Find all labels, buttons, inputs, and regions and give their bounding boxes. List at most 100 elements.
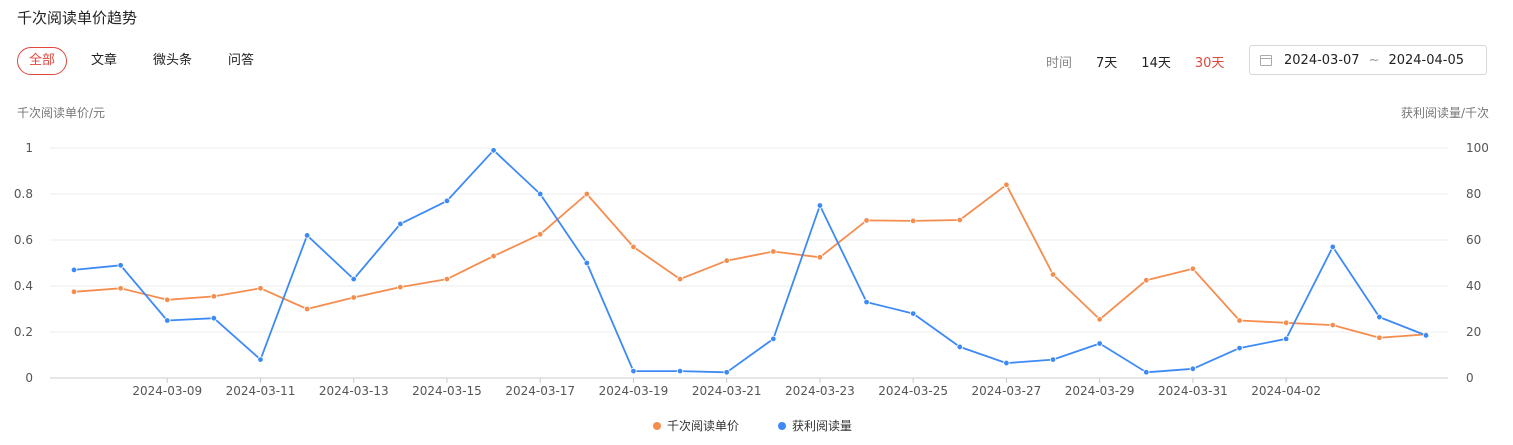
data-point bbox=[443, 197, 451, 205]
data-point bbox=[723, 257, 730, 264]
data-point bbox=[210, 315, 218, 322]
data-point bbox=[257, 285, 264, 292]
data-point bbox=[70, 266, 78, 274]
data-point bbox=[1282, 319, 1290, 326]
range-14-days[interactable]: 14天 bbox=[1141, 55, 1171, 71]
date-start[interactable]: 2024-03-07 bbox=[1284, 52, 1360, 68]
x-tick-label: 2024-03-17 bbox=[505, 384, 575, 398]
tab-all[interactable]: 全部 bbox=[17, 47, 68, 75]
data-point bbox=[1096, 316, 1103, 323]
data-point bbox=[1329, 243, 1336, 251]
data-point bbox=[1003, 181, 1010, 188]
data-point bbox=[1143, 369, 1150, 376]
data-point bbox=[816, 254, 824, 261]
x-tick-label: 2024-03-25 bbox=[878, 384, 948, 398]
data-point bbox=[1049, 356, 1057, 363]
data-point bbox=[863, 217, 870, 224]
data-point bbox=[676, 367, 684, 375]
data-point bbox=[1003, 359, 1010, 367]
data-point bbox=[630, 367, 637, 375]
page-title: 千次阅读单价趋势 bbox=[17, 9, 138, 27]
date-end[interactable]: 2024-04-05 bbox=[1388, 52, 1465, 68]
data-point bbox=[1189, 265, 1197, 272]
left-axis-title: 千次阅读单价/元 bbox=[17, 106, 106, 120]
data-point bbox=[630, 243, 637, 251]
left-tick-label: 0.8 bbox=[14, 187, 33, 201]
x-tick-label: 2024-04-02 bbox=[1251, 384, 1321, 398]
legend-marker bbox=[653, 422, 661, 430]
data-point bbox=[490, 147, 497, 154]
tab-articles[interactable]: 文章 bbox=[91, 53, 118, 68]
data-point bbox=[350, 275, 357, 283]
data-point bbox=[723, 369, 730, 376]
date-range-picker[interactable]: 2024-03-07 ~ 2024-04-05 bbox=[1249, 45, 1487, 75]
series-line-price bbox=[73, 183, 1427, 339]
data-point bbox=[1236, 317, 1243, 324]
x-tick-label: 2024-03-31 bbox=[1158, 384, 1228, 398]
x-tick-label: 2024-03-13 bbox=[319, 384, 389, 398]
data-point bbox=[909, 310, 917, 317]
data-point bbox=[303, 232, 311, 239]
left-tick-label: 0.6 bbox=[14, 233, 33, 247]
data-point bbox=[1189, 365, 1197, 372]
data-point bbox=[210, 293, 218, 300]
data-point bbox=[537, 190, 544, 198]
data-point bbox=[397, 220, 404, 228]
data-point bbox=[117, 285, 124, 292]
data-point bbox=[70, 288, 78, 295]
data-point bbox=[676, 275, 684, 283]
right-tick-label: 20 bbox=[1466, 325, 1481, 339]
left-tick-label: 0 bbox=[25, 371, 33, 385]
data-point bbox=[257, 356, 264, 363]
x-tick-label: 2024-03-27 bbox=[972, 384, 1042, 398]
tab-micro-posts[interactable]: 微头条 bbox=[153, 53, 193, 68]
data-point bbox=[583, 259, 591, 267]
calendar-icon bbox=[1260, 54, 1272, 66]
data-point bbox=[350, 294, 357, 301]
x-tick-label: 2024-03-15 bbox=[412, 384, 482, 398]
data-point bbox=[1049, 271, 1057, 278]
data-point bbox=[1236, 344, 1243, 352]
range-30-days[interactable]: 30天 bbox=[1194, 55, 1225, 71]
x-tick-label: 2024-03-21 bbox=[692, 384, 762, 398]
data-point bbox=[303, 305, 311, 313]
series-line-reads bbox=[73, 149, 1427, 374]
data-point bbox=[443, 275, 451, 283]
data-point bbox=[397, 283, 404, 291]
time-range-selector: 时间 7天 14天 30天 bbox=[1046, 47, 1248, 75]
data-point bbox=[1143, 277, 1150, 284]
time-range-label: 时间 bbox=[1046, 55, 1073, 71]
data-point bbox=[863, 298, 870, 306]
tab-qa[interactable]: 问答 bbox=[228, 53, 255, 68]
left-tick-label: 1 bbox=[25, 141, 33, 155]
range-7-days[interactable]: 7天 bbox=[1096, 55, 1118, 71]
date-separator: ~ bbox=[1368, 52, 1380, 68]
data-point bbox=[164, 296, 171, 303]
legend-marker bbox=[778, 422, 786, 430]
data-point bbox=[164, 317, 171, 324]
data-point bbox=[1376, 334, 1383, 341]
x-tick-label: 2024-03-19 bbox=[599, 384, 669, 398]
right-axis-title: 获利阅读量/千次 bbox=[1400, 106, 1489, 120]
legend-label: 千次阅读单价 bbox=[667, 419, 739, 433]
data-point bbox=[583, 190, 591, 198]
left-tick-label: 0.2 bbox=[14, 325, 33, 339]
data-point bbox=[956, 216, 963, 224]
left-tick-label: 0.4 bbox=[14, 279, 33, 293]
data-point bbox=[117, 262, 124, 269]
content-type-tabs: 全部 文章 微头条 问答 bbox=[17, 47, 290, 75]
data-point bbox=[770, 248, 777, 255]
data-point bbox=[1096, 340, 1103, 347]
data-point bbox=[1422, 332, 1430, 339]
right-tick-label: 100 bbox=[1466, 141, 1489, 155]
x-tick-label: 2024-03-09 bbox=[132, 384, 202, 398]
right-tick-label: 40 bbox=[1466, 279, 1481, 293]
data-point bbox=[956, 343, 963, 351]
data-point bbox=[770, 335, 777, 343]
data-point bbox=[1282, 335, 1290, 343]
data-point bbox=[909, 217, 917, 225]
x-tick-label: 2024-03-29 bbox=[1065, 384, 1135, 398]
right-tick-label: 0 bbox=[1466, 371, 1474, 385]
right-tick-label: 80 bbox=[1466, 187, 1481, 201]
